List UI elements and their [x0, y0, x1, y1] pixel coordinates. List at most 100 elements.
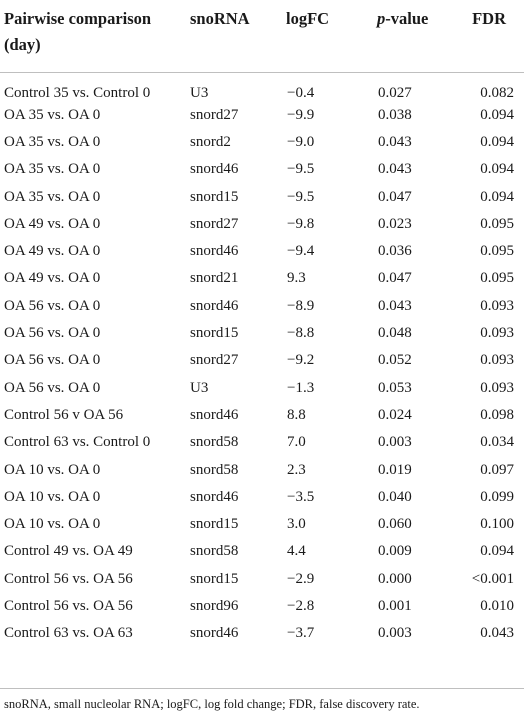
cell-fdr: 0.095 — [480, 270, 514, 287]
cell-pvalue: 0.024 — [378, 406, 412, 423]
cell-fdr: 0.100 — [480, 516, 514, 533]
cell-logfc: 4.4 — [287, 543, 306, 560]
cell-comparison: Control 63 vs. OA 63 — [4, 625, 133, 642]
cell-pvalue: 0.027 — [378, 84, 412, 101]
cell-pvalue: 0.043 — [378, 133, 412, 150]
cell-logfc: 7.0 — [287, 434, 306, 451]
cell-fdr: 0.034 — [480, 434, 514, 451]
table-row: OA 10 vs. OA 0 snord15 3.0 0.060 0.100 — [0, 511, 524, 538]
cell-comparison: OA 10 vs. OA 0 — [4, 461, 101, 478]
cell-comparison: OA 49 vs. OA 0 — [4, 215, 101, 232]
header-row: Pairwise comparison (day) snoRNA logFC p… — [0, 0, 524, 72]
cell-snorna: U3 — [190, 379, 209, 396]
cell-snorna: snord15 — [190, 188, 239, 205]
cell-comparison: OA 35 vs. OA 0 — [4, 161, 101, 178]
cell-snorna: snord46 — [190, 406, 239, 423]
cell-snorna: snord58 — [190, 543, 239, 560]
cell-logfc: −2.9 — [287, 570, 315, 587]
cell-comparison: OA 56 vs. OA 0 — [4, 297, 101, 314]
cell-comparison: OA 49 vs. OA 0 — [4, 243, 101, 260]
table-row: OA 10 vs. OA 0 snord58 2.3 0.019 0.097 — [0, 456, 524, 483]
table-row: OA 35 vs. OA 0 snord2 −9.0 0.043 0.094 — [0, 129, 524, 156]
cell-pvalue: 0.019 — [378, 461, 412, 478]
cell-pvalue: 0.009 — [378, 543, 412, 560]
cell-pvalue: 0.060 — [378, 516, 412, 533]
table-row: OA 35 vs. OA 0 snord15 −9.5 0.047 0.094 — [0, 183, 524, 210]
table-row: Control 63 vs. OA 63 snord46 −3.7 0.003 0.04… — [0, 620, 524, 647]
table-row: Control 49 vs. OA 49 snord58 4.4 0.009 0.094 — [0, 538, 524, 565]
cell-logfc: −2.8 — [287, 597, 315, 614]
cell-logfc: −8.8 — [287, 325, 315, 342]
cell-snorna: snord27 — [190, 106, 239, 123]
header-comparison: Pairwise comparison (day) — [4, 9, 152, 54]
table-row: Control 56 vs. OA 56 snord15 −2.9 0.000 <0.0… — [0, 566, 524, 593]
table-row: Control 56 v OA 56 snord46 8.8 0.024 0.098 — [0, 402, 524, 429]
cell-comparison: OA 10 vs. OA 0 — [4, 516, 101, 533]
cell-comparison: Control 56 v OA 56 — [4, 406, 124, 423]
table-body: Control 35 vs. Control 0 U3 −0.4 0.027 0.082… — [0, 72, 524, 647]
cell-comparison: OA 35 vs. OA 0 — [4, 106, 101, 123]
cell-fdr: 0.099 — [480, 488, 514, 505]
table-row: Control 56 vs. OA 56 snord96 −2.8 0.001 0.01… — [0, 593, 524, 620]
cell-fdr: 0.098 — [480, 406, 514, 423]
cell-logfc: 9.3 — [287, 270, 306, 287]
cell-comparison: OA 35 vs. OA 0 — [4, 133, 101, 150]
table-row: OA 56 vs. OA 0 snord15 −8.8 0.048 0.093 — [0, 320, 524, 347]
cell-pvalue: 0.023 — [378, 215, 412, 232]
cell-fdr: 0.094 — [480, 543, 514, 560]
cell-logfc: 2.3 — [287, 461, 306, 478]
cell-logfc: 8.8 — [287, 406, 306, 423]
cell-fdr: 0.093 — [480, 297, 514, 314]
cell-snorna: snord58 — [190, 434, 239, 451]
cell-logfc: −9.0 — [287, 133, 315, 150]
cell-logfc: −9.4 — [287, 243, 315, 260]
table-bottom-rule — [0, 688, 524, 689]
cell-comparison: OA 49 vs. OA 0 — [4, 270, 101, 287]
table-row: OA 56 vs. OA 0 U3 −1.3 0.053 0.093 — [0, 374, 524, 401]
table-header: Pairwise comparison (day) snoRNA logFC p… — [0, 0, 524, 72]
cell-pvalue: 0.043 — [378, 297, 412, 314]
cell-pvalue: 0.000 — [378, 570, 412, 587]
cell-fdr: 0.094 — [480, 106, 514, 123]
cell-snorna: snord15 — [190, 325, 239, 342]
cell-comparison: OA 56 vs. OA 0 — [4, 325, 101, 342]
cell-comparison: Control 35 vs. Control 0 — [4, 84, 151, 101]
cell-fdr: 0.095 — [480, 243, 514, 260]
cell-logfc: −9.5 — [287, 188, 315, 205]
table-row: OA 49 vs. OA 0 snord27 −9.8 0.023 0.095 — [0, 211, 524, 238]
cell-fdr: 0.043 — [480, 625, 514, 642]
cell-comparison: OA 35 vs. OA 0 — [4, 188, 101, 205]
cell-fdr: 0.094 — [480, 133, 514, 150]
cell-logfc: −1.3 — [287, 379, 315, 396]
cell-pvalue: 0.040 — [378, 488, 412, 505]
cell-fdr: 0.093 — [480, 325, 514, 342]
cell-logfc: −9.8 — [287, 215, 315, 232]
header-pvalue-suffix: -value — [385, 9, 429, 28]
cell-pvalue: 0.052 — [378, 352, 412, 369]
cell-comparison: Control 56 vs. OA 56 — [4, 570, 133, 587]
snorna-results-table: Pairwise comparison (day) snoRNA logFC p… — [0, 0, 524, 647]
cell-comparison: OA 56 vs. OA 0 — [4, 352, 101, 369]
table-row: OA 56 vs. OA 0 snord46 −8.9 0.043 0.093 — [0, 293, 524, 320]
cell-fdr: 0.093 — [480, 352, 514, 369]
header-pvalue-italic: p — [377, 9, 386, 28]
cell-comparison: Control 63 vs. Control 0 — [4, 434, 151, 451]
cell-pvalue: 0.047 — [378, 270, 412, 287]
cell-snorna: snord15 — [190, 516, 239, 533]
table-row: Control 63 vs. Control 0 snord58 7.0 0.003 0… — [0, 429, 524, 456]
cell-fdr: <0.001 — [471, 570, 514, 587]
table-row: OA 10 vs. OA 0 snord46 −3.5 0.040 0.099 — [0, 484, 524, 511]
header-fdr: FDR — [472, 9, 506, 28]
cell-logfc: −0.4 — [287, 84, 315, 101]
table-row: OA 56 vs. OA 0 snord27 −9.2 0.052 0.093 — [0, 347, 524, 374]
cell-snorna: snord27 — [190, 215, 239, 232]
cell-snorna: snord46 — [190, 161, 239, 178]
cell-pvalue: 0.048 — [378, 325, 412, 342]
cell-snorna: snord46 — [190, 243, 239, 260]
table-footnote: snoRNA, small nucleolar RNA; logFC, log … — [4, 697, 420, 711]
cell-logfc: −9.2 — [287, 352, 315, 369]
cell-fdr: 0.097 — [480, 461, 514, 478]
cell-pvalue: 0.003 — [378, 434, 412, 451]
cell-fdr: 0.095 — [480, 215, 514, 232]
cell-snorna: U3 — [190, 84, 209, 101]
